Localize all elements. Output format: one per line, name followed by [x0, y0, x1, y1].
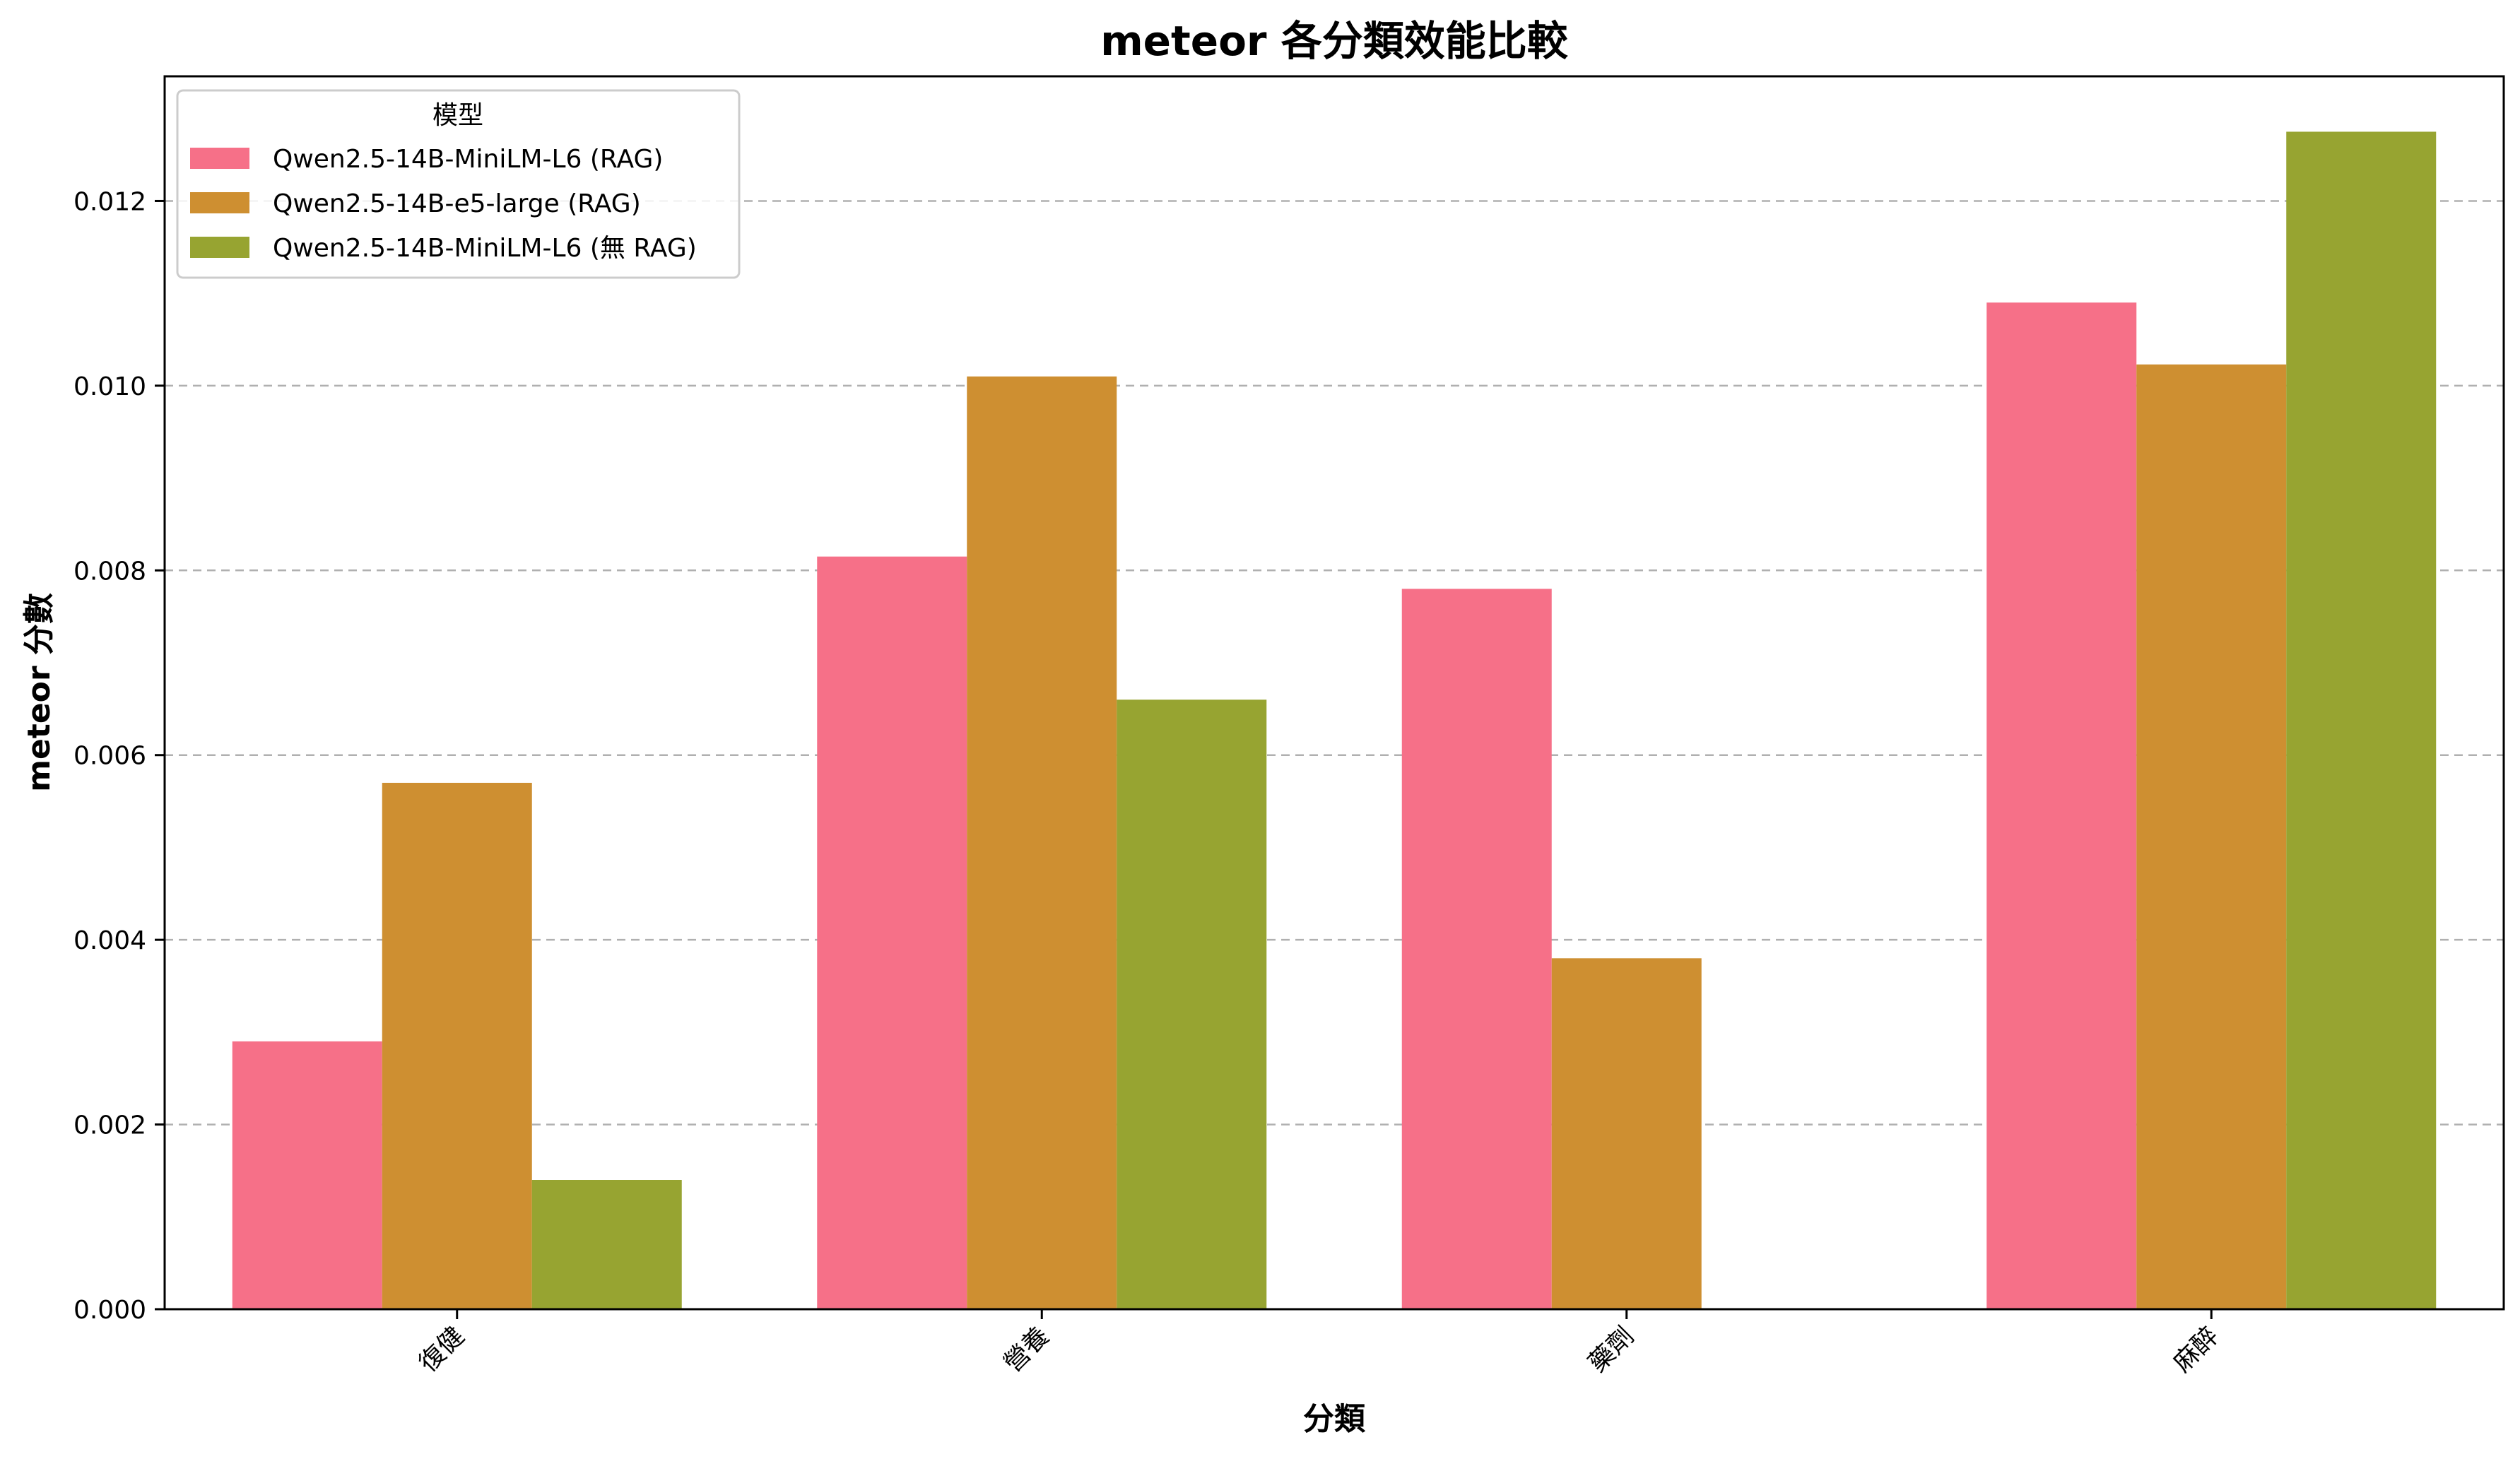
- y-tick-label: 0.002: [73, 1111, 146, 1140]
- plot-frame: [163, 75, 2505, 1311]
- legend-swatch: [190, 148, 249, 169]
- bar: [531, 1180, 682, 1309]
- x-tick-label: 營養: [999, 1321, 1055, 1378]
- y-tick-label: 0.000: [73, 1296, 146, 1325]
- legend-label: Qwen2.5-14B-MiniLM-L6 (RAG): [273, 145, 663, 174]
- bar: [1986, 302, 2137, 1310]
- bars: [232, 131, 2437, 1310]
- bar: [382, 782, 532, 1309]
- legend-box: [176, 89, 741, 279]
- y-axis-label: meteor 分數: [21, 593, 57, 792]
- legend-label: Qwen2.5-14B-e5-large (RAG): [273, 189, 641, 218]
- bar: [967, 376, 1117, 1309]
- bar: [232, 1041, 382, 1309]
- x-tick-label: 麻醉: [2168, 1321, 2225, 1378]
- legend-title: 模型: [432, 101, 483, 130]
- y-tick-label: 0.008: [73, 557, 146, 586]
- x-axis: 復健 營養 藥劑 麻醉: [413, 1309, 2225, 1378]
- bar: [2286, 131, 2437, 1309]
- legend-entries: Qwen2.5-14B-MiniLM-L6 (RAG) Qwen2.5-14B-e…: [190, 145, 697, 263]
- bar: [817, 556, 967, 1309]
- chart-title: meteor 各分類效能比較: [1100, 17, 1568, 65]
- x-axis-label: 分類: [1303, 1401, 1366, 1437]
- legend-label: Qwen2.5-14B-MiniLM-L6 (無 RAG): [273, 234, 697, 263]
- legend-swatch: [190, 192, 249, 213]
- y-tick-label: 0.012: [73, 187, 146, 216]
- legend: 模型 Qwen2.5-14B-MiniLM-L6 (RAG)Qwen2.5-14…: [176, 89, 741, 279]
- x-tick-label: 復健: [413, 1321, 470, 1378]
- x-tick-label: 藥劑: [1583, 1321, 1639, 1378]
- bar: [2136, 364, 2287, 1309]
- y-tick-label: 0.010: [73, 372, 146, 401]
- bar: [1401, 589, 1552, 1309]
- y-axis: 0.000 0.002 0.004 0.006 0.008 0.010 0.012: [73, 187, 165, 1325]
- y-tick-label: 0.006: [73, 742, 146, 771]
- bar: [1117, 699, 1267, 1309]
- legend-swatch: [190, 237, 249, 258]
- bar: [1551, 958, 1702, 1309]
- y-tick-label: 0.004: [73, 926, 146, 955]
